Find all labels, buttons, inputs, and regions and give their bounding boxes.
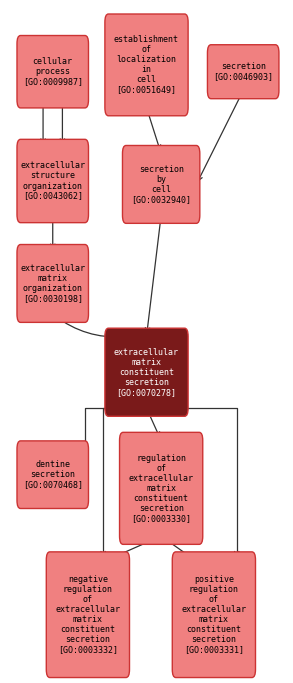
FancyBboxPatch shape <box>17 36 88 108</box>
FancyBboxPatch shape <box>46 552 130 678</box>
FancyBboxPatch shape <box>17 245 88 322</box>
Text: positive
regulation
of
extracellular
matrix
constituent
secretion
[GO:0003331]: positive regulation of extracellular mat… <box>181 575 246 654</box>
Text: secretion
[GO:0046903]: secretion [GO:0046903] <box>213 62 273 81</box>
Text: cellular
process
[GO:0009987]: cellular process [GO:0009987] <box>23 57 83 86</box>
FancyBboxPatch shape <box>207 44 279 98</box>
FancyBboxPatch shape <box>105 14 188 115</box>
Text: extracellular
matrix
organization
[GO:0030198]: extracellular matrix organization [GO:00… <box>20 264 85 303</box>
Text: negative
regulation
of
extracellular
matrix
constituent
secretion
[GO:0003332]: negative regulation of extracellular mat… <box>55 575 120 654</box>
FancyBboxPatch shape <box>122 145 200 223</box>
FancyBboxPatch shape <box>17 441 88 508</box>
FancyBboxPatch shape <box>17 139 88 223</box>
Text: extracellular
structure
organization
[GO:0043062]: extracellular structure organization [GO… <box>20 161 85 201</box>
Text: regulation
of
extracellular
matrix
constituent
secretion
[GO:0003330]: regulation of extracellular matrix const… <box>129 454 194 523</box>
Text: extracellular
matrix
constituent
secretion
[GO:0070278]: extracellular matrix constituent secreti… <box>114 348 179 397</box>
FancyBboxPatch shape <box>120 432 203 544</box>
Text: secretion
by
cell
[GO:0032940]: secretion by cell [GO:0032940] <box>131 165 191 204</box>
FancyBboxPatch shape <box>172 552 255 678</box>
FancyBboxPatch shape <box>105 328 188 416</box>
Text: establishment
of
localization
in
cell
[GO:0051649]: establishment of localization in cell [G… <box>114 36 179 94</box>
Text: dentine
secretion
[GO:0070468]: dentine secretion [GO:0070468] <box>23 460 83 489</box>
